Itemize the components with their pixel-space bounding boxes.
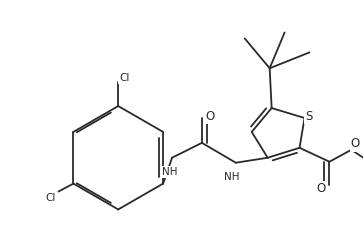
Text: Cl: Cl — [119, 73, 130, 83]
Text: Cl: Cl — [45, 192, 56, 202]
Text: O: O — [205, 110, 214, 123]
Text: NH: NH — [162, 167, 178, 177]
Text: S: S — [305, 110, 312, 123]
Text: NH: NH — [224, 172, 240, 182]
Text: O: O — [317, 182, 326, 195]
Text: O: O — [351, 137, 360, 150]
